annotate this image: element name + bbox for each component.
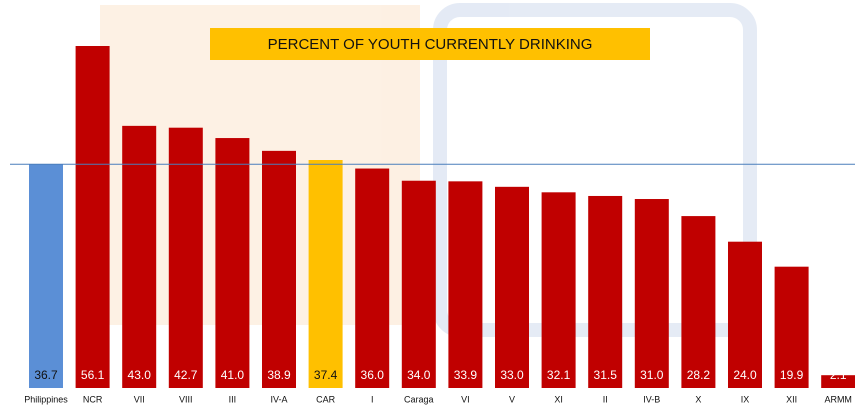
x-tick-label: IX [741,394,750,404]
x-tick-label: XI [554,394,563,404]
bar [821,375,855,388]
value-label: 28.2 [687,368,711,382]
x-tick-label: I [371,394,374,404]
bar [308,160,343,388]
x-tick-label: XII [786,394,797,404]
x-tick-label: VIII [179,394,193,404]
value-label: 43.0 [128,368,152,382]
bar [215,138,250,388]
bar [29,164,63,388]
bar [495,186,529,388]
chart-title: PERCENT OF YOUTH CURRENTLY DRINKING [268,36,593,53]
x-tick-label: IV-B [643,394,660,404]
bar [681,216,716,388]
bar [75,46,110,388]
value-label: 31.5 [594,368,618,382]
bar [122,125,157,388]
value-label: 31.0 [640,368,664,382]
value-label: 36.0 [361,368,385,382]
value-label: 2.1 [830,368,847,382]
x-tick-label: IV-A [270,394,287,404]
value-label: 36.7 [34,368,58,382]
value-label: 24.0 [733,368,757,382]
x-tick-label: CAR [316,394,336,404]
value-label: 37.4 [314,368,338,382]
x-tick-label: III [229,394,237,404]
bar [541,192,576,388]
bar [262,150,296,388]
x-tick-label: V [509,394,515,404]
value-label: 56.1 [81,368,105,382]
x-tick-label: X [695,394,701,404]
bar [634,199,669,388]
x-tick-label: ARMM [824,394,852,404]
value-label: 32.1 [547,368,571,382]
x-tick-label: VI [461,394,470,404]
title-box [210,28,650,60]
bar [588,195,623,388]
x-tick-label: Caraga [404,394,434,404]
x-tick-label: VII [134,394,145,404]
x-tick-label: NCR [83,394,103,404]
value-label: 19.9 [780,368,804,382]
value-label: 42.7 [174,368,198,382]
x-tick-label: Philippines [24,394,68,404]
value-label: 41.0 [221,368,245,382]
bar [401,180,436,388]
value-label: 33.9 [454,368,478,382]
bar [728,241,762,388]
bar [355,168,390,388]
value-label: 38.9 [267,368,291,382]
bar [448,181,483,388]
x-tick-label: II [603,394,608,404]
bar [168,127,203,388]
bar [774,266,809,388]
value-label: 34.0 [407,368,431,382]
value-label: 33.0 [500,368,524,382]
